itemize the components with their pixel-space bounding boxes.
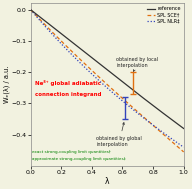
X-axis label: λ: λ [105,177,109,186]
Text: exact strong-coupling limit quantities†: exact strong-coupling limit quantities† [32,150,111,154]
Legend: reference, SPL SCE†, SPL NLR‡: reference, SPL SCE†, SPL NLR‡ [146,6,181,24]
Text: Ne⁸⁺ global adiabatic: Ne⁸⁺ global adiabatic [35,80,101,86]
Text: obtained by local
interpolation: obtained by local interpolation [116,57,158,71]
Text: approximate strong-coupling limit quantities‡: approximate strong-coupling limit quanti… [32,157,126,161]
Text: obtained by global
interpolation: obtained by global interpolation [96,122,142,147]
Y-axis label: Wₑ(λ) / a.u.: Wₑ(λ) / a.u. [3,66,10,103]
Text: connection integrand: connection integrand [35,92,102,97]
